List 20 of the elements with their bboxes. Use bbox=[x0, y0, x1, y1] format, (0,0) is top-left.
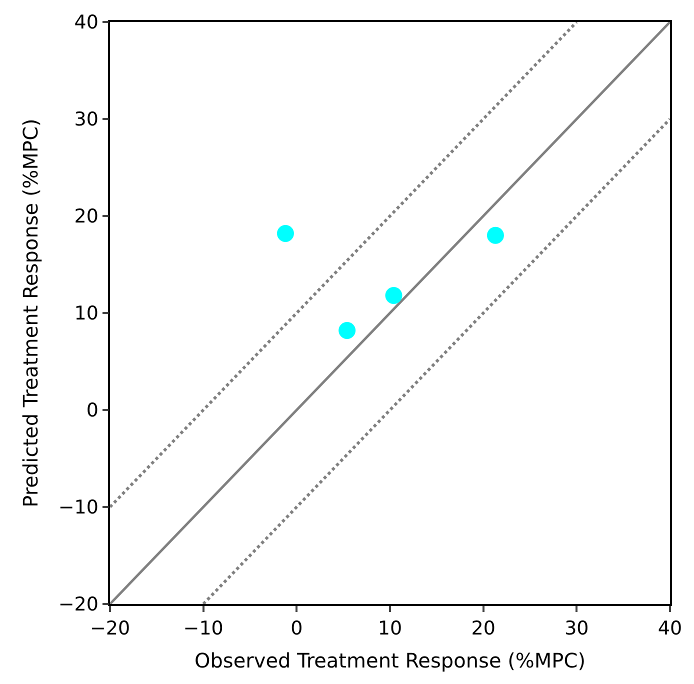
point bbox=[338, 322, 356, 339]
point bbox=[385, 287, 402, 304]
y-tick-label: 0 bbox=[86, 400, 98, 422]
y-tick-label: 30 bbox=[74, 108, 98, 131]
y-tick-label: 10 bbox=[74, 302, 98, 325]
x-tick-label: −10 bbox=[183, 618, 224, 640]
y-tick-label: 20 bbox=[74, 206, 98, 228]
x-tick-label: 20 bbox=[471, 618, 496, 640]
y-tick-label: −10 bbox=[58, 496, 98, 519]
y-tick-label: 40 bbox=[74, 12, 98, 34]
point bbox=[486, 226, 504, 244]
x-tick-label: 40 bbox=[658, 618, 682, 640]
y-axis-title: Predicted Treatment Response (%MPC) bbox=[18, 118, 42, 508]
x-axis-title: Observed Treatment Response (%MPC) bbox=[194, 648, 586, 673]
x-tick-label: 30 bbox=[564, 618, 589, 640]
y-tick-label: −20 bbox=[58, 594, 98, 616]
x-tick-label: 10 bbox=[378, 618, 402, 640]
x-tick-label: 0 bbox=[290, 618, 303, 640]
point bbox=[276, 224, 294, 242]
x-tick-label: −20 bbox=[90, 618, 130, 640]
